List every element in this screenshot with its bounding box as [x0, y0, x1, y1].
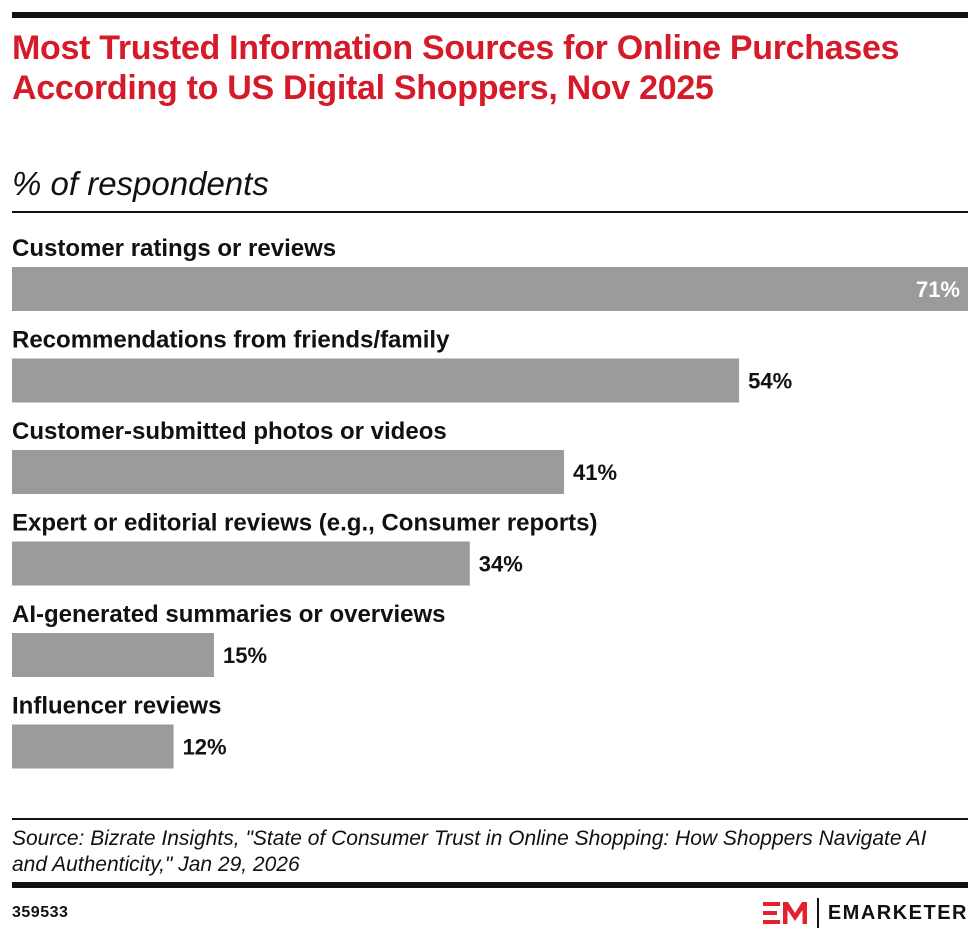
brand-name: EMARKETER	[827, 901, 968, 924]
category-label: Expert or editorial reviews (e.g., Consu…	[12, 510, 598, 537]
bottom-rule	[12, 882, 968, 888]
value-label: 15%	[223, 643, 267, 668]
bar	[12, 450, 565, 494]
value-label: 12%	[183, 735, 227, 760]
bar-chart: Customer ratings or reviews 71% Recommenda…	[12, 235, 968, 769]
source-rule	[12, 818, 968, 820]
value-label: 34%	[479, 552, 523, 577]
bar	[12, 633, 214, 677]
logo-e-middle	[762, 911, 777, 915]
top-rule	[12, 12, 968, 18]
chart-title: Most Trusted Information Sources for Onl…	[12, 29, 900, 107]
value-label: 71%	[916, 277, 960, 302]
category-label: Customer-submitted photos or videos	[12, 418, 447, 445]
value-label: 41%	[573, 460, 617, 485]
em-logo-icon	[762, 902, 807, 924]
logo-e-top	[762, 902, 780, 906]
bar	[12, 724, 174, 769]
brand: EMARKETER	[762, 896, 968, 930]
category-label: Customer ratings or reviews	[12, 235, 336, 262]
brand-separator	[816, 898, 819, 928]
value-label: 54%	[748, 369, 792, 394]
subtitle-rule	[12, 211, 968, 213]
logo-e-bottom	[762, 920, 780, 924]
source-note: Source: Bizrate Insights, "State of Cons…	[12, 827, 927, 876]
logo-m	[782, 902, 807, 924]
category-label: AI-generated summaries or overviews	[12, 601, 446, 628]
category-label: Influencer reviews	[12, 693, 221, 720]
chart-id: 359533	[12, 904, 69, 921]
chart-subtitle: % of respondents	[12, 165, 269, 202]
category-label: Recommendations from friends/family	[12, 327, 450, 354]
bar	[12, 267, 968, 311]
bar	[12, 358, 740, 403]
bar	[12, 541, 470, 586]
